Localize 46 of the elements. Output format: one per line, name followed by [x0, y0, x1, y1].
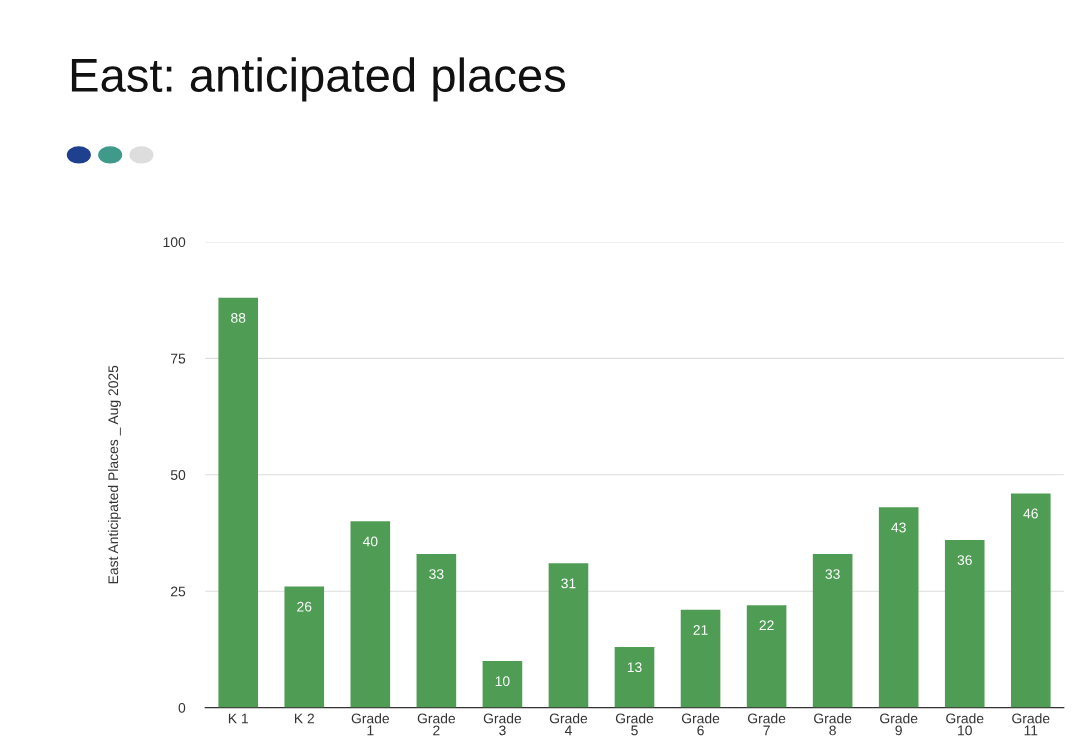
data-label: 26	[297, 601, 312, 612]
x-tick-label: K 1	[228, 713, 248, 724]
x-tick-label: K 2	[294, 713, 314, 724]
bar	[548, 563, 589, 708]
data-label: 43	[891, 522, 906, 533]
bar	[1010, 493, 1051, 708]
x-tick-label: Grade 6	[681, 713, 720, 736]
x-tick-label: Grade 7	[747, 713, 786, 736]
data-label: 13	[627, 662, 642, 673]
x-tick-label: Grade 9	[880, 713, 918, 736]
data-label: 88	[231, 313, 246, 323]
y-tick-label: 50	[170, 470, 186, 480]
x-tick-label: Grade 4	[549, 713, 588, 736]
bar	[680, 609, 721, 708]
y-tick-label: 75	[171, 353, 186, 364]
data-label: 10	[495, 676, 510, 687]
bar	[746, 605, 787, 708]
x-tick-label: Grade 2	[417, 713, 456, 736]
bar	[614, 647, 655, 708]
bar	[812, 553, 853, 708]
bar	[878, 507, 919, 708]
x-tick-label: Grade 3	[483, 713, 522, 736]
data-label: 31	[561, 578, 576, 589]
data-label: 22	[759, 620, 774, 631]
data-label: 36	[957, 555, 972, 565]
x-tick-label: Grade 5	[615, 713, 654, 736]
bar	[284, 586, 325, 708]
y-tick-label: 25	[171, 586, 186, 597]
y-tick-label: 0	[178, 702, 186, 713]
x-tick-label: Grade 8	[814, 713, 852, 736]
bar	[416, 553, 457, 708]
data-label: 33	[825, 569, 840, 579]
x-tick-label: Grade 1	[351, 713, 389, 736]
x-tick-label: Grade 10	[946, 713, 984, 736]
y-tick-label: 100	[163, 237, 186, 248]
bar	[944, 539, 985, 708]
data-label: 46	[1023, 508, 1038, 519]
bar	[350, 521, 391, 708]
y-axis-title: East Anticipated Places _ Aug 2025	[107, 365, 121, 584]
data-label: 40	[362, 536, 378, 547]
bar	[218, 297, 259, 708]
chart-title: East: anticipated places	[71, 57, 566, 102]
data-label: 21	[693, 625, 708, 635]
data-label: 33	[429, 569, 444, 579]
x-tick-label: Grade 11	[1012, 713, 1050, 736]
bar	[482, 661, 523, 708]
